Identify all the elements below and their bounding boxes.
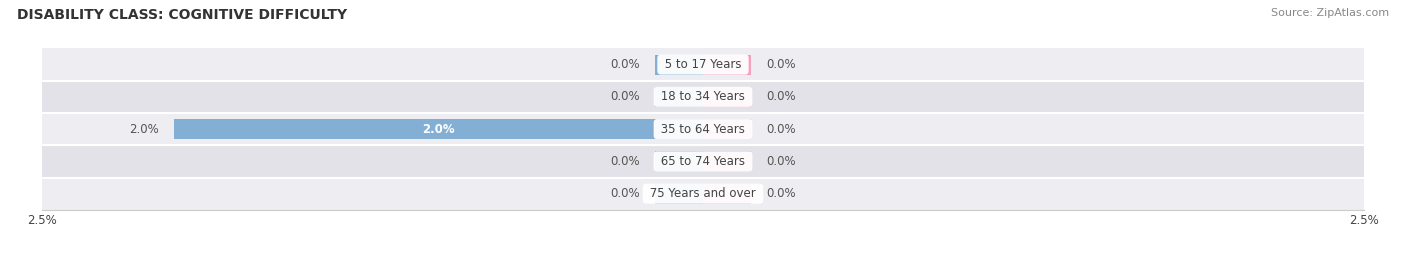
Text: 35 to 64 Years: 35 to 64 Years: [657, 123, 749, 136]
Text: Source: ZipAtlas.com: Source: ZipAtlas.com: [1271, 8, 1389, 18]
Text: 18 to 34 Years: 18 to 34 Years: [657, 90, 749, 103]
Text: DISABILITY CLASS: COGNITIVE DIFFICULTY: DISABILITY CLASS: COGNITIVE DIFFICULTY: [17, 8, 347, 22]
Bar: [703, 55, 751, 75]
Text: 0.0%: 0.0%: [766, 123, 796, 136]
Bar: [703, 151, 751, 171]
Text: 0.0%: 0.0%: [610, 90, 640, 103]
Bar: [42, 48, 1364, 81]
Bar: [42, 178, 1364, 210]
Text: 0.0%: 0.0%: [766, 187, 796, 200]
Bar: [655, 151, 703, 171]
Text: 0.0%: 0.0%: [766, 155, 796, 168]
Bar: [42, 81, 1364, 113]
Text: 75 Years and over: 75 Years and over: [647, 187, 759, 200]
Bar: [174, 119, 703, 139]
Text: 2.0%: 2.0%: [422, 123, 456, 136]
Text: 5 to 17 Years: 5 to 17 Years: [661, 58, 745, 71]
Bar: [655, 55, 703, 75]
Bar: [703, 119, 751, 139]
Text: 2.0%: 2.0%: [129, 123, 159, 136]
Bar: [703, 184, 751, 204]
Text: 0.0%: 0.0%: [610, 187, 640, 200]
Bar: [42, 145, 1364, 178]
Text: 0.0%: 0.0%: [766, 58, 796, 71]
Text: 65 to 74 Years: 65 to 74 Years: [657, 155, 749, 168]
Text: 0.0%: 0.0%: [766, 90, 796, 103]
Text: 0.0%: 0.0%: [610, 58, 640, 71]
Bar: [655, 87, 703, 107]
Text: 0.0%: 0.0%: [610, 155, 640, 168]
Bar: [655, 184, 703, 204]
Bar: [42, 113, 1364, 145]
Bar: [703, 87, 751, 107]
